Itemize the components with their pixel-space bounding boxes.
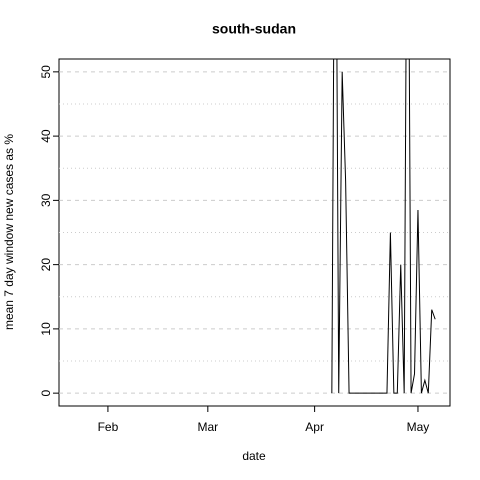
y-tick-label: 40 [39,129,53,143]
y-tick-label: 10 [39,322,53,336]
x-tick-label: Feb [98,420,119,434]
y-tick-label: 50 [39,65,53,79]
x-axis-label: date [242,449,266,463]
line [331,59,436,394]
y-tick-label: 0 [39,389,53,396]
y-tick-label: 20 [39,258,53,272]
x-tick-label: Apr [305,420,324,434]
y-axis-label: mean 7 day window new cases as % [2,134,16,330]
chart-title: south-sudan [212,21,296,37]
x-tick-label: Mar [197,420,218,434]
y-tick-label: 30 [39,193,53,207]
x-tick-label: May [407,420,430,434]
